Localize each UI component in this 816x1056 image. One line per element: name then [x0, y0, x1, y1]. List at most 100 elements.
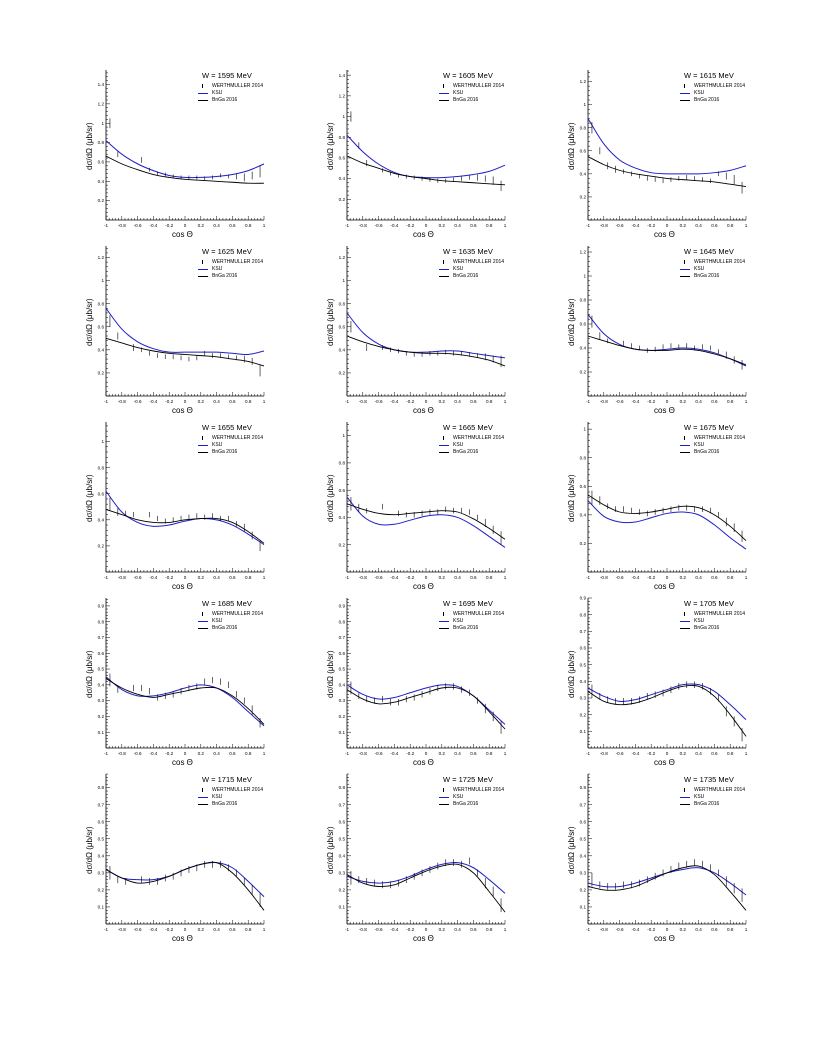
legend-line — [680, 797, 690, 798]
x-tick-label: 0.4 — [213, 927, 220, 932]
x-tick-label: -0.2 — [165, 223, 173, 228]
x-tick-label: -0.4 — [390, 575, 398, 580]
x-tick-label: -0.8 — [600, 575, 608, 580]
energy-label: W = 1645 MeV — [684, 247, 734, 256]
legend-line — [198, 628, 208, 629]
x-tick-label: 0.2 — [198, 575, 205, 580]
x-tick-label: 0.8 — [245, 575, 252, 580]
legend-label: BnGa 2016 — [453, 801, 479, 807]
y-tick-label: 0.2 — [98, 544, 105, 549]
x-tick-label: 1 — [263, 751, 266, 756]
y-tick-label: 0.7 — [339, 802, 346, 807]
y-tick-label: 1.4 — [339, 73, 346, 78]
legend-label: BnGa 2016 — [694, 801, 720, 807]
x-tick-label: 0.6 — [711, 751, 718, 756]
x-tick-label: 1 — [263, 927, 266, 932]
x-axis-label: cos Θ — [172, 582, 193, 591]
x-tick-label: -0.8 — [359, 399, 367, 404]
x-tick-label: -0.2 — [647, 223, 655, 228]
legend-marker-data — [443, 788, 444, 792]
series-line-ksu — [346, 312, 506, 359]
x-tick-label: -0.8 — [359, 927, 367, 932]
x-tick-label: 0.6 — [470, 927, 477, 932]
energy-label: W = 1665 MeV — [443, 423, 493, 432]
legend-line — [439, 628, 449, 629]
x-tick-label: 0.4 — [695, 399, 702, 404]
x-tick-label: -1 — [104, 223, 109, 228]
y-axis-label: dσ/dΩ (μb/sr) — [567, 474, 576, 522]
x-tick-label: -0.4 — [149, 399, 157, 404]
y-tick-label: 1.2 — [580, 79, 587, 84]
x-tick-label: -0.6 — [375, 223, 383, 228]
chart-panel: -1 -0.8 -0.6 -0.4 -0.2 0 0.2 0.4 0.6 0.8 1 0.2 0.4 0.… — [74, 412, 314, 594]
x-tick-label: 0.2 — [439, 927, 446, 932]
x-tick-label: 0.8 — [245, 751, 252, 756]
x-tick-label: 0 — [666, 399, 669, 404]
legend-label: KSU — [694, 794, 705, 800]
x-tick-label: 0 — [425, 751, 428, 756]
series-line-ksu — [346, 862, 506, 894]
series-line-ksu — [587, 500, 747, 550]
x-axis-label: cos Θ — [654, 582, 675, 591]
x-tick-label: -0.8 — [118, 399, 126, 404]
x-tick-label: -1 — [586, 223, 591, 228]
x-tick-label: -1 — [345, 927, 350, 932]
series-line-bnga — [105, 861, 265, 911]
legend-line — [680, 100, 690, 101]
x-tick-label: 0.2 — [198, 751, 205, 756]
chart-panel: -1 -0.8 -0.6 -0.4 -0.2 0 0.2 0.4 0.6 0.8 1 0.2 0.4 0.… — [315, 236, 555, 418]
legend-label: WERTHMULLER 2014 — [694, 787, 746, 793]
x-tick-label: 1 — [504, 751, 507, 756]
x-axis-label: cos Θ — [172, 934, 193, 943]
legend-label: KSU — [212, 90, 223, 96]
legend-label: BnGa 2016 — [212, 273, 238, 279]
y-tick-label: 0.4 — [580, 512, 587, 517]
y-tick-label: 1 — [101, 278, 104, 283]
x-tick-label: -0.6 — [375, 751, 383, 756]
legend-line — [680, 621, 690, 622]
y-tick-label: 0.1 — [98, 905, 105, 910]
x-tick-label: 0 — [184, 927, 187, 932]
y-axis-label: dσ/dΩ (μb/sr) — [326, 122, 335, 170]
legend-line — [680, 93, 690, 94]
chart-panel: -1 -0.8 -0.6 -0.4 -0.2 0 0.2 0.4 0.6 0.8 1 0.2 0.4 0.… — [315, 412, 555, 594]
legend-label: BnGa 2016 — [694, 449, 720, 455]
chart-svg: -1 -0.8 -0.6 -0.4 -0.2 0 0.2 0.4 0.6 0.8 1 0.2 0.4 0.… — [580, 246, 748, 404]
energy-label: W = 1725 MeV — [443, 775, 493, 784]
legend-label: WERTHMULLER 2014 — [453, 435, 505, 441]
x-tick-label: 0.4 — [454, 223, 461, 228]
x-tick-label: 0.8 — [245, 399, 252, 404]
x-tick-label: -1 — [586, 751, 591, 756]
x-tick-label: 0.4 — [695, 575, 702, 580]
legend-label: WERTHMULLER 2014 — [212, 435, 264, 441]
x-axis-label: cos Θ — [413, 230, 434, 239]
y-tick-label: 0.4 — [580, 171, 587, 176]
legend-label: WERTHMULLER 2014 — [694, 435, 746, 441]
y-tick-label: 0.8 — [580, 455, 587, 460]
x-tick-label: 1 — [504, 223, 507, 228]
legend-marker-data — [202, 788, 203, 792]
x-tick-label: -1 — [104, 927, 109, 932]
legend-label: WERTHMULLER 2014 — [453, 611, 505, 617]
series-line-ksu — [105, 862, 265, 898]
legend-label: BnGa 2016 — [212, 801, 238, 807]
legend-label: KSU — [453, 442, 464, 448]
x-tick-label: 0 — [666, 751, 669, 756]
x-tick-label: 1 — [745, 575, 748, 580]
chart-panel: -1 -0.8 -0.6 -0.4 -0.2 0 0.2 0.4 0.6 0.8 1 0.1 0.2 0.… — [315, 588, 555, 770]
legend-marker-data — [202, 260, 203, 264]
x-tick-label: 0.8 — [486, 223, 493, 228]
legend-label: BnGa 2016 — [694, 625, 720, 631]
y-tick-label: 0.6 — [98, 651, 105, 656]
x-tick-label: 0.2 — [680, 751, 687, 756]
y-tick-label: 0.2 — [580, 195, 587, 200]
x-tick-label: -0.4 — [631, 223, 639, 228]
y-tick-label: 0.6 — [580, 148, 587, 153]
x-tick-label: 0.6 — [470, 399, 477, 404]
x-tick-label: -0.6 — [375, 399, 383, 404]
chart-svg: -1 -0.8 -0.6 -0.4 -0.2 0 0.2 0.4 0.6 0.8 1 0.2 0.4 0.… — [339, 70, 507, 228]
x-tick-label: 0.6 — [711, 927, 718, 932]
y-tick-label: 1 — [583, 102, 586, 107]
legend-label: BnGa 2016 — [453, 97, 479, 103]
